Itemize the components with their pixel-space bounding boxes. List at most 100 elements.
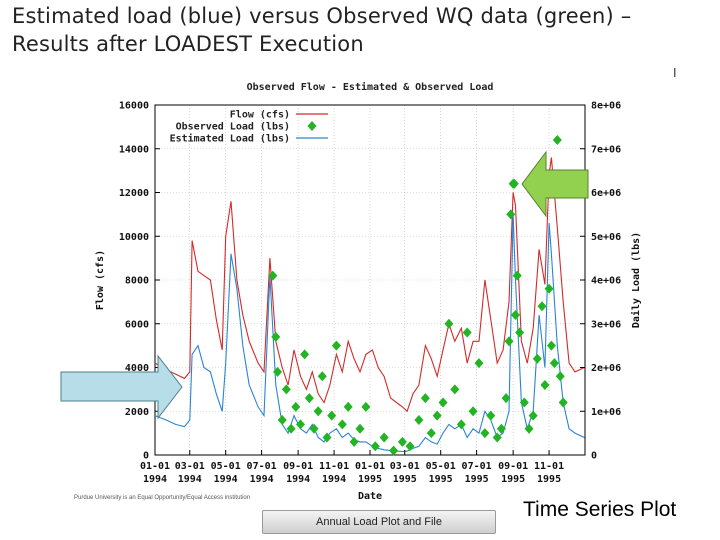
observed-load-point [317,371,327,382]
left-tick-label: 2000 [125,407,149,418]
chart-axes: 0 0 2000 1e+06 4000 2e+06 6000 3e+06 8000 4e+06 10… [95,81,642,502]
observed-load-point [444,318,454,329]
observed-load-point [286,423,296,434]
observed-load-point [504,336,514,347]
right-tick-label: 2e+06 [591,363,621,374]
stray-tick-mark: I [673,66,677,80]
chart-legend: Flow (cfs)Observed Load (lbs)Estimated L… [170,110,328,145]
legend-label: Flow (cfs) [230,110,290,121]
chart-series [154,135,585,456]
observed-load-point [322,432,332,443]
x-tick-label-year: 1994 [250,474,274,485]
chart-grid [155,105,585,455]
observed-load-point [281,384,291,395]
observed-load-point [519,397,529,408]
observed-load-point [337,419,347,430]
observed-load-point [506,209,516,220]
observed-load-point [291,401,301,412]
observed-load-point [540,380,550,390]
x-tick-label-date: 09-01 [283,461,313,472]
observed-load-point [343,401,353,412]
green-arrow-pointing-left [521,150,589,218]
observed-load-point [549,358,559,369]
slide-title-line-2: Results after LOADEST Execution [12,32,364,56]
observed-load-point [327,410,337,421]
left-tick-label: 16000 [119,101,149,112]
institution-footnote: Purdue University is an Equal Opportunit… [74,495,251,501]
right-tick-label: 1e+06 [591,407,621,418]
observed-load-point [271,331,281,342]
x-tick-label-year: 1994 [286,474,310,485]
left-tick-label: 10000 [119,232,149,243]
x-tick-label-date: 11-01 [534,461,564,472]
legend-swatch-observed [307,121,317,131]
observed-load-point [438,397,448,408]
observed-load-point [450,384,460,395]
observed-load-point [397,436,407,447]
right-tick-label: 3e+06 [591,319,621,330]
left-tick-label: 14000 [119,144,149,155]
chart-title: Observed Flow - Estimated & Observed Loa… [247,81,494,93]
x-tick-label-date: 07-01 [247,461,277,472]
observed-load-point [544,283,554,294]
right-tick-label: 6e+06 [591,188,621,199]
observed-load-point [456,419,466,430]
observed-load-point [349,436,359,447]
x-tick-label-date: 05-01 [211,461,241,472]
x-tick-label-year: 1994 [178,474,202,485]
left-axis-label: Flow (cfs) [95,250,106,310]
observed-load-point [432,410,442,421]
observed-load-point [474,358,484,369]
observed-load-point [532,353,542,364]
x-tick-label-year: 1995 [501,474,525,485]
right-tick-label: 5e+06 [591,232,621,243]
observed-load-point [361,401,371,412]
left-tick-label: 4000 [125,363,149,374]
estimated-load-series-line [154,214,585,453]
time-series-chart: 0 0 2000 1e+06 4000 2e+06 6000 3e+06 8000 4e+06 10… [60,81,642,502]
observed-load-point [512,270,522,281]
x-tick-label-date: 11-01 [319,461,349,472]
x-tick-label-year: 1995 [465,474,489,485]
observed-load-point [313,406,323,417]
observed-load-point [420,393,430,404]
x-tick-label-year: 1995 [429,474,453,485]
right-axis-label: Daily Load (lbs) [630,232,642,328]
flow-series-line [154,157,585,413]
observed-load-point [480,428,490,439]
x-tick-label-year: 1995 [393,474,417,485]
x-tick-label-date: 05-01 [426,461,456,472]
observed-load-point [546,340,556,351]
x-axis-label: Date [358,491,382,502]
observed-load-point [524,423,534,434]
left-tick-label: 12000 [119,188,149,199]
x-tick-label-date: 03-01 [390,461,420,472]
observed-load-point [300,349,310,360]
legend-label: Observed Load (lbs) [176,122,290,133]
observed-load-point [277,415,287,425]
observed-load-point [555,371,565,382]
observed-load-point [510,310,520,320]
annual-load-plot-button[interactable]: Annual Load Plot and File [262,510,496,534]
right-tick-label: 8e+06 [591,101,621,112]
x-tick-label-date: 09-01 [498,461,528,472]
x-tick-label-year: 1995 [537,474,561,485]
observed-load-point [468,406,478,417]
x-tick-label-year: 1994 [143,474,167,485]
observed-load-point [501,393,511,404]
observed-load-point [331,340,341,351]
slide-title: Estimated load (blue) versus Observed WQ… [12,2,712,58]
observed-load-point [509,178,519,189]
observed-load-point [496,423,506,434]
observed-load-point [492,432,502,443]
observed-load-point [309,423,319,434]
x-tick-label-year: 1995 [358,474,382,485]
x-tick-label-date: 07-01 [462,461,492,472]
observed-load-point [558,397,568,408]
right-tick-label: 7e+06 [591,144,621,155]
observed-load-point [414,415,424,425]
observed-load-point [355,423,365,434]
observed-load-point [268,270,278,281]
observed-load-point [537,301,547,312]
legend-label: Estimated Load (lbs) [170,133,290,145]
